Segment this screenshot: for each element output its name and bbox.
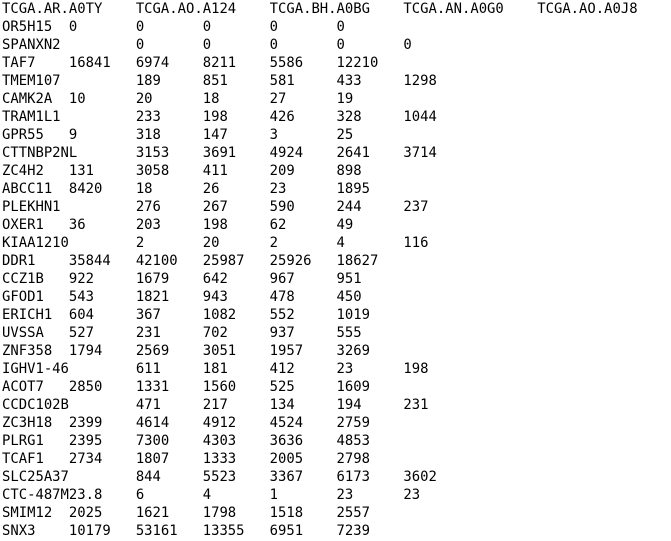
data-line: TAF7 16841 6974 8211 5586 12210 — [2, 55, 379, 71]
data-line: CCDC102B 471 217 134 194 231 — [2, 397, 429, 413]
data-line: CTTNBP2NL 3153 3691 4924 2641 3714 — [2, 145, 437, 161]
data-line: ZNF358 1794 2569 3051 1957 3269 — [2, 343, 370, 359]
data-line: OXER1 36 203 198 62 49 — [2, 217, 354, 233]
data-line: CCZ1B 922 1679 642 967 951 — [2, 271, 362, 287]
data-line: GFOD1 543 1821 943 478 450 — [2, 289, 362, 305]
header-line: TCGA.AR.A0TY TCGA.AO.A124 TCGA.BH.A0BG T… — [2, 1, 638, 17]
data-line: OR5H15 0 0 0 0 0 — [2, 19, 345, 35]
data-line: SMIM12 2025 1621 1798 1518 2557 — [2, 505, 370, 521]
data-line: ZC4H2 131 3058 411 209 898 — [2, 163, 362, 179]
data-line: CTC-487M23.8 6 4 1 23 23 — [2, 487, 421, 503]
data-line: SLC25A37 844 5523 3367 6173 3602 — [2, 469, 437, 485]
data-line: UVSSA 527 231 702 937 555 — [2, 325, 362, 341]
data-line: CAMK2A 10 20 18 27 19 — [2, 91, 354, 107]
data-line: ERICH1 604 367 1082 552 1019 — [2, 307, 370, 323]
data-line: TRAM1L1 233 198 426 328 1044 — [2, 109, 437, 125]
data-line: GPR55 9 318 147 3 25 — [2, 127, 354, 143]
data-line: IGHV1-46 611 181 412 23 198 — [2, 361, 429, 377]
data-line: ABCC11 8420 18 26 23 1895 — [2, 181, 370, 197]
data-line: TCAF1 2734 1807 1333 2005 2798 — [2, 451, 370, 467]
data-line: TMEM107 189 851 581 433 1298 — [2, 73, 437, 89]
data-line: SNX3 10179 53161 13355 6951 7239 — [2, 523, 370, 539]
data-line: ZC3H18 2399 4614 4912 4524 2759 — [2, 415, 370, 431]
data-line: PLRG1 2395 7300 4303 3636 4853 — [2, 433, 370, 449]
data-line: KIAA1210 2 20 2 4 116 — [2, 235, 429, 251]
data-line: PLEKHN1 276 267 590 244 237 — [2, 199, 429, 215]
data-line: DDR1 35844 42100 25987 25926 18627 — [2, 253, 379, 269]
data-line: ACOT7 2850 1331 1560 525 1609 — [2, 379, 370, 395]
data-line: SPANXN2 0 0 0 0 0 — [2, 37, 412, 53]
